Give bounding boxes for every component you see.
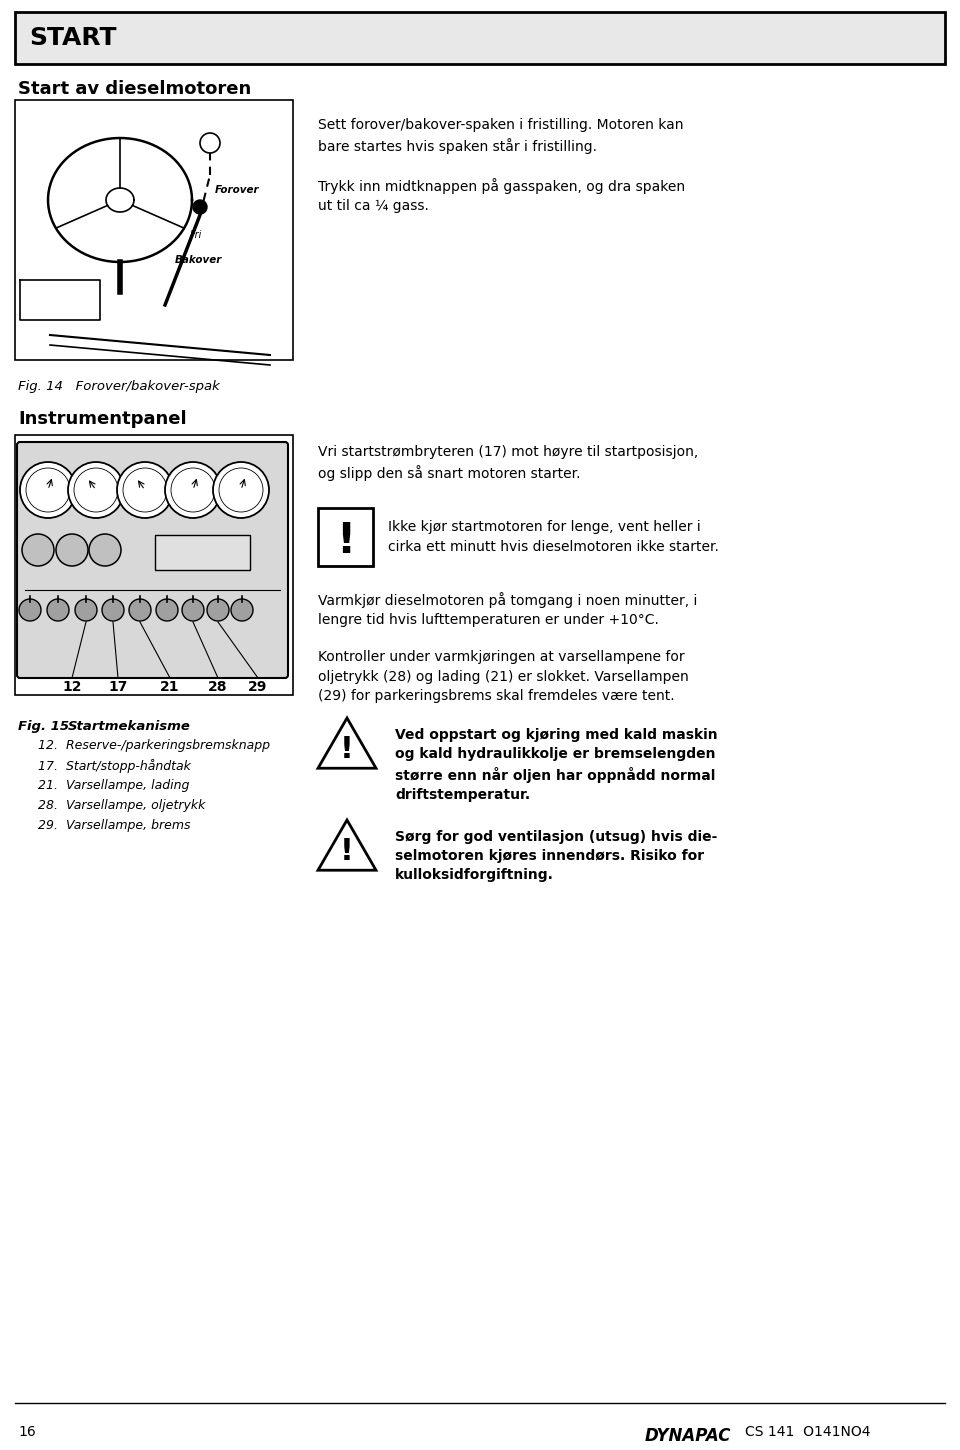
Text: Sørg for god ventilasjon (utsug) hvis die-
selmotoren kjøres innendørs. Risiko f: Sørg for god ventilasjon (utsug) hvis di… [395,829,717,882]
Circle shape [74,468,118,512]
Circle shape [68,463,124,518]
Text: 12.  Reserve-/parkeringsbremsknapp: 12. Reserve-/parkeringsbremsknapp [38,740,270,753]
Text: Trykk inn midtknappen på gasspaken, og dra spaken
ut til ca ¼ gass.: Trykk inn midtknappen på gasspaken, og d… [318,178,685,213]
Circle shape [102,599,124,621]
Text: 29.  Varsellampe, brems: 29. Varsellampe, brems [38,819,190,832]
Text: Bakover: Bakover [175,255,223,265]
Text: Instrumentpanel: Instrumentpanel [18,409,186,428]
Circle shape [219,468,263,512]
Circle shape [193,200,207,215]
Text: Kontroller under varmkjøringen at varsellampene for
oljetrykk (28) og lading (21: Kontroller under varmkjøringen at varsel… [318,650,688,703]
Bar [15,435,293,695]
Text: !: ! [340,735,354,764]
Circle shape [165,463,221,518]
Text: 21: 21 [160,680,180,695]
Text: Fig. 14   Forover/bakover-spak: Fig. 14 Forover/bakover-spak [18,380,220,393]
Text: 12: 12 [62,680,82,695]
Text: 21.  Varsellampe, lading: 21. Varsellampe, lading [38,779,189,792]
Text: DYNAPAC: DYNAPAC [645,1427,732,1446]
Circle shape [231,599,253,621]
Circle shape [213,463,269,518]
Circle shape [123,468,167,512]
Circle shape [207,599,229,621]
Text: Ikke kjør startmotoren for lenge, vent heller i
cirka ett minutt hvis dieselmoto: Ikke kjør startmotoren for lenge, vent h… [388,521,719,554]
Text: Fig. 15: Fig. 15 [18,719,69,732]
Text: 29: 29 [249,680,268,695]
Polygon shape [318,718,376,768]
Circle shape [182,599,204,621]
Text: 28.  Varsellampe, oljetrykk: 28. Varsellampe, oljetrykk [38,799,205,812]
Polygon shape [318,821,376,870]
Circle shape [47,599,69,621]
Circle shape [26,468,70,512]
Text: START: START [29,26,116,49]
Text: Start av dieselmotoren: Start av dieselmotoren [18,80,252,97]
Circle shape [89,534,121,566]
Bar [155,535,250,570]
Circle shape [117,463,173,518]
FancyBboxPatch shape [17,442,288,679]
Text: Varmkjør dieselmotoren på tomgang i noen minutter, i
lengre tid hvis lufttempera: Varmkjør dieselmotoren på tomgang i noen… [318,592,697,628]
Text: !: ! [336,521,355,563]
Circle shape [19,599,41,621]
Text: CS 141  O141NO4: CS 141 O141NO4 [745,1425,871,1438]
Bar [15,100,293,360]
Text: !: ! [340,837,354,866]
Text: 17.  Start/stopp-håndtak: 17. Start/stopp-håndtak [38,758,191,773]
Circle shape [75,599,97,621]
Text: 28: 28 [208,680,228,695]
Circle shape [129,599,151,621]
Text: Forover: Forover [215,186,259,194]
Text: Vri startstrømbryteren (17) mot høyre til startposisjon,
og slipp den så snart m: Vri startstrømbryteren (17) mot høyre ti… [318,445,698,481]
Text: 17: 17 [108,680,128,695]
Circle shape [20,463,76,518]
Bar [318,507,373,566]
Text: Fri: Fri [190,231,203,241]
Bar [15,12,945,64]
Circle shape [171,468,215,512]
Circle shape [22,534,54,566]
Text: 16: 16 [18,1425,36,1438]
Text: Sett forover/bakover-spaken i fristilling. Motoren kan
bare startes hvis spaken : Sett forover/bakover-spaken i fristillin… [318,117,684,155]
Circle shape [156,599,178,621]
Circle shape [56,534,88,566]
Text: Ved oppstart og kjøring med kald maskin
og kald hydraulikkolje er bremselengden
: Ved oppstart og kjøring med kald maskin … [395,728,718,802]
Text: Startmekanisme: Startmekanisme [68,719,191,732]
Circle shape [200,133,220,154]
